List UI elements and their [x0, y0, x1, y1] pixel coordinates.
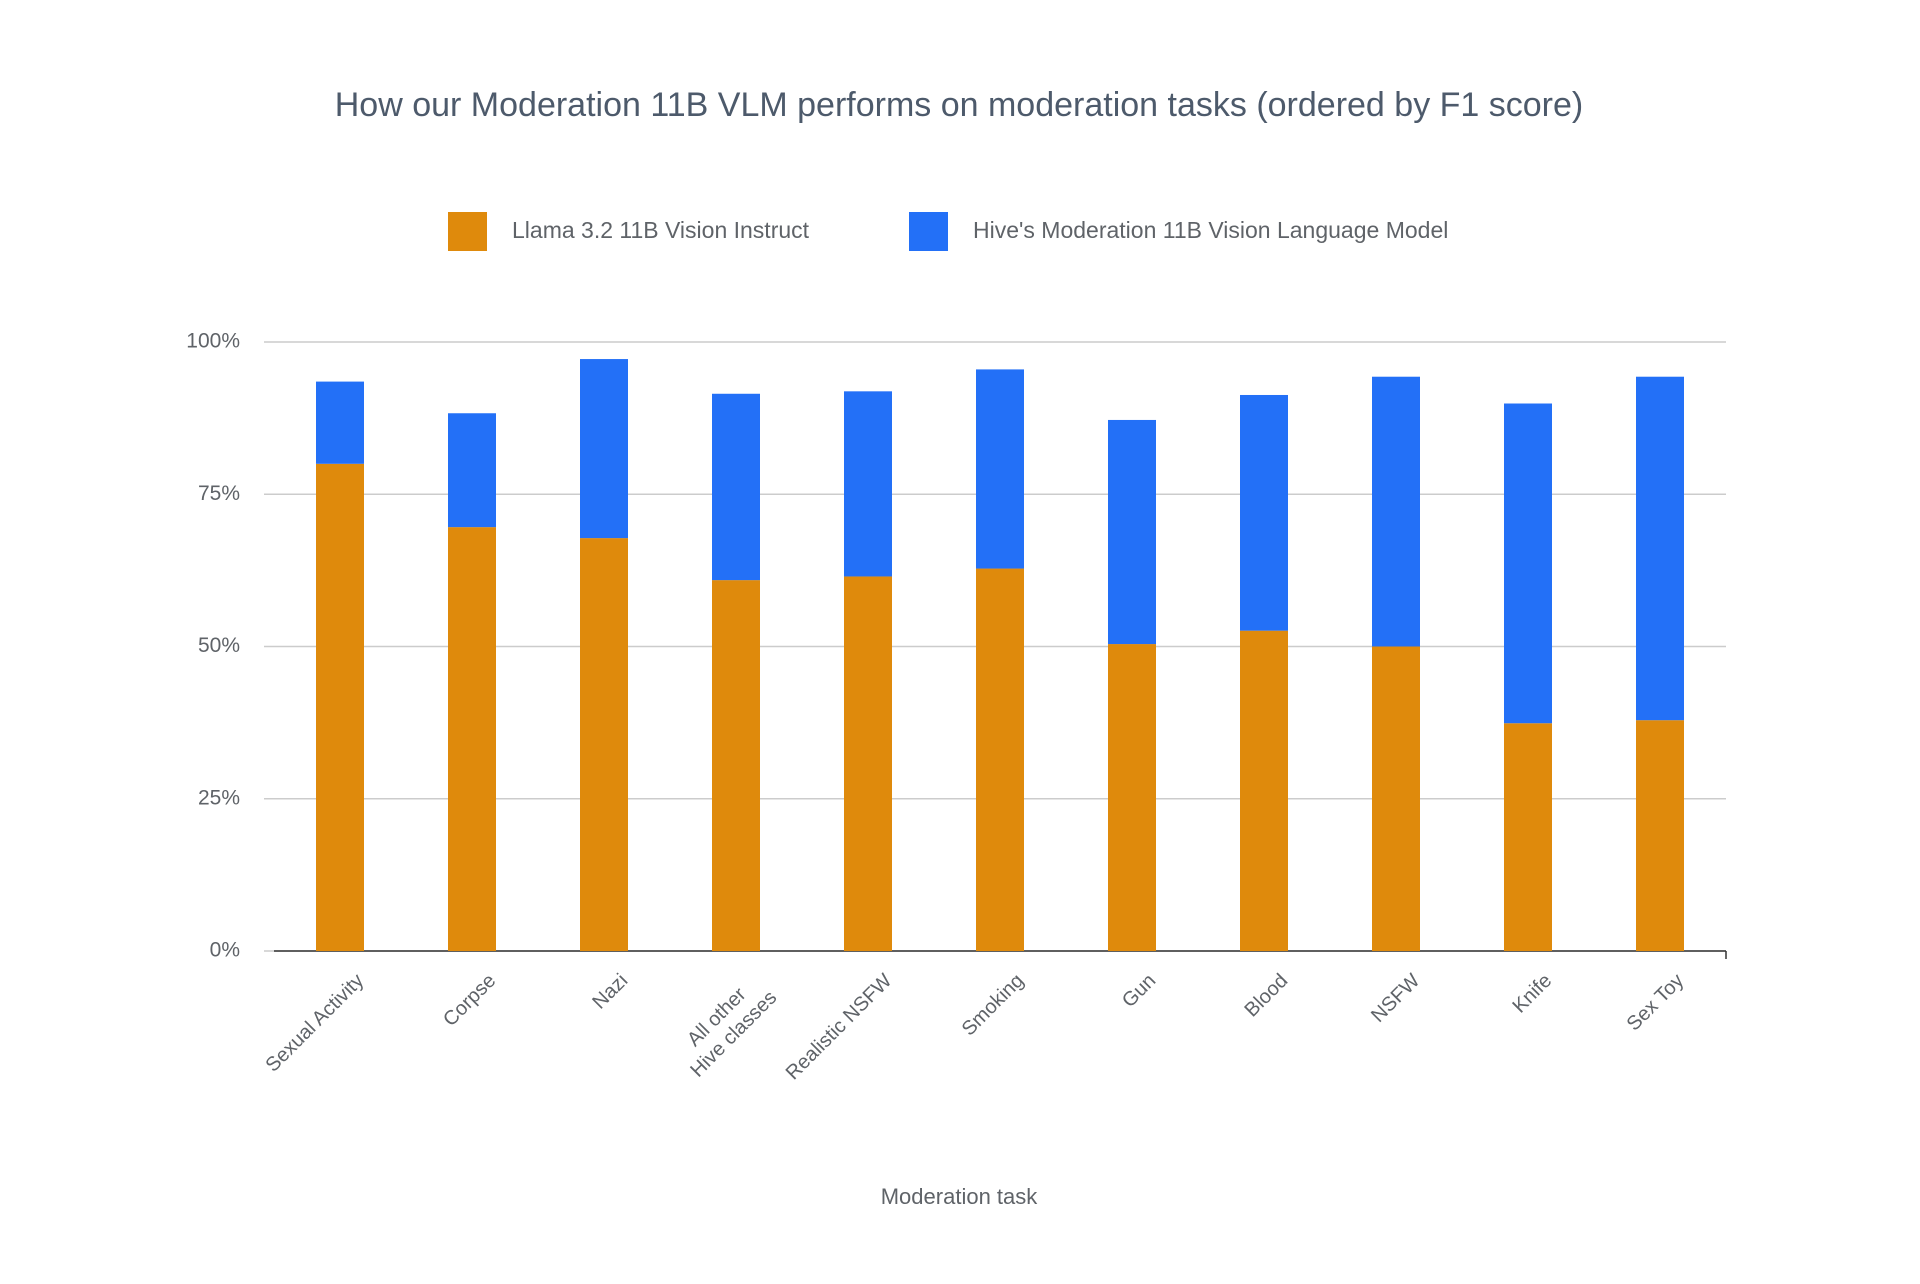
y-tick-label: 50%: [198, 634, 240, 657]
bar-segment: [1240, 394, 1288, 631]
y-tick-label: 25%: [198, 786, 240, 809]
bar-segment: [976, 369, 1024, 569]
bar-segment: [1504, 403, 1552, 724]
bar-segment: [1108, 644, 1156, 951]
bar-segment: [712, 580, 760, 951]
bar-segment: [844, 576, 892, 951]
y-tick-label: 75%: [198, 482, 240, 505]
bar-segment: [316, 463, 364, 951]
bar-segment: [712, 393, 760, 581]
bar-segment: [316, 381, 364, 464]
chart-title: How our Moderation 11B VLM performs on m…: [335, 86, 1583, 124]
legend-label: Llama 3.2 11B Vision Instruct: [512, 217, 810, 243]
bar-segment: [1240, 630, 1288, 951]
bar-segment: [1372, 376, 1420, 647]
bar-segment: [844, 391, 892, 577]
bar-segment: [580, 359, 628, 539]
x-axis-label: Moderation task: [881, 1184, 1039, 1209]
bar-segment: [1372, 646, 1420, 951]
legend-swatch: [448, 212, 487, 251]
legend-label: Hive's Moderation 11B Vision Language Mo…: [973, 217, 1448, 243]
bar-segment: [976, 568, 1024, 951]
bar-segment: [448, 527, 496, 951]
bar-segment: [1504, 723, 1552, 951]
y-tick-label: 100%: [186, 330, 240, 353]
bar-segment: [580, 538, 628, 951]
y-tick-label: 0%: [210, 939, 240, 962]
bar-segment: [1108, 419, 1156, 645]
bar-segment: [1636, 720, 1684, 951]
legend-swatch: [909, 212, 948, 251]
bar-segment: [1636, 376, 1684, 721]
bar-segment: [448, 413, 496, 528]
